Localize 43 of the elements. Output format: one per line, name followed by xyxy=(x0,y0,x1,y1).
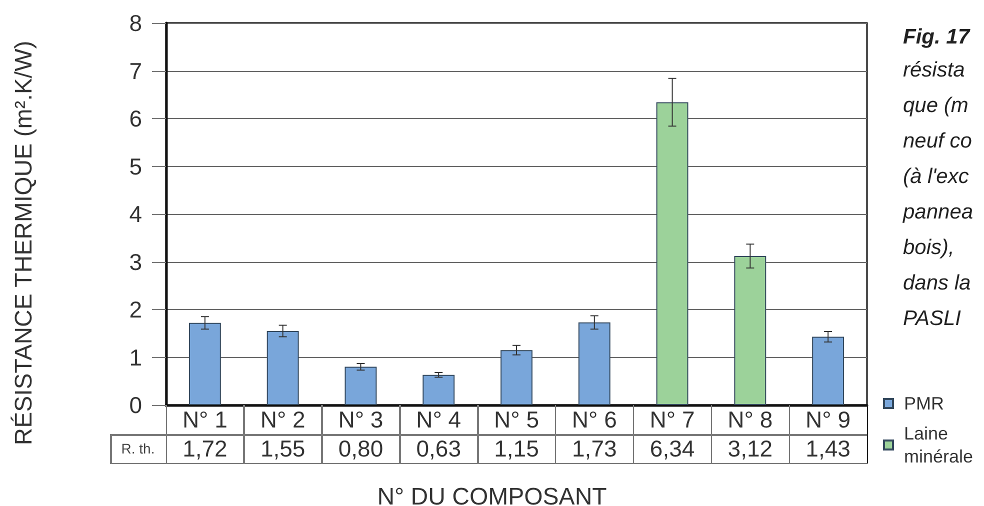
x-tick-label: N° 3 xyxy=(338,406,384,432)
legend-label: Laine minérale xyxy=(904,424,974,466)
y-tick-label: 0 xyxy=(129,392,142,418)
x-tick-label: N° 2 xyxy=(260,406,306,432)
data-label: 6,34 xyxy=(650,436,695,462)
data-label: 1,43 xyxy=(806,436,850,462)
x-tick-label: N° 1 xyxy=(182,406,228,432)
x-axis-title: N° DU COMPOSANT xyxy=(377,484,608,506)
text: Fig. 17 xyxy=(903,26,971,48)
y-tick-label: 2 xyxy=(129,296,142,322)
bar xyxy=(734,256,766,405)
bar xyxy=(344,366,377,405)
y-tick-label: 6 xyxy=(129,106,142,132)
y-tick-label: 5 xyxy=(129,153,142,180)
data-label: 1,73 xyxy=(572,436,617,462)
x-tick-label: N° 6 xyxy=(572,406,617,432)
data-label: 1,72 xyxy=(182,436,228,462)
data-label: 3,12 xyxy=(728,436,773,462)
x-tick-label: N° 9 xyxy=(806,406,851,432)
bar xyxy=(422,374,455,405)
y-axis-title: RÉSISTANCE THERMIQUE (m².K/W) xyxy=(10,40,38,446)
text: R. th. xyxy=(121,440,155,456)
bar xyxy=(578,322,610,405)
y-tick-label: 8 xyxy=(129,10,142,36)
bar xyxy=(500,350,532,405)
data-label: 0,63 xyxy=(416,436,461,462)
bar xyxy=(266,330,299,405)
bar xyxy=(812,336,844,405)
y-tick-label: 7 xyxy=(129,58,142,84)
y-tick-label: 1 xyxy=(129,344,142,370)
y-tick-label: 4 xyxy=(129,201,142,227)
data-label: 0,80 xyxy=(338,436,384,462)
x-tick-label: N° 5 xyxy=(494,406,539,432)
legend-label: PMR xyxy=(904,394,944,414)
x-tick-label: N° 8 xyxy=(728,406,773,432)
x-tick-label: N° 7 xyxy=(650,406,695,432)
y-tick-label: 3 xyxy=(129,248,142,275)
bar xyxy=(188,322,221,405)
data-label: 1,15 xyxy=(494,436,539,462)
bar xyxy=(656,102,688,405)
x-tick-label: N° 4 xyxy=(416,406,462,432)
text: résista que (m neuf co (à l'exc pannea bois), dans la PASLI xyxy=(902,58,974,330)
data-label: 1,55 xyxy=(260,436,306,462)
